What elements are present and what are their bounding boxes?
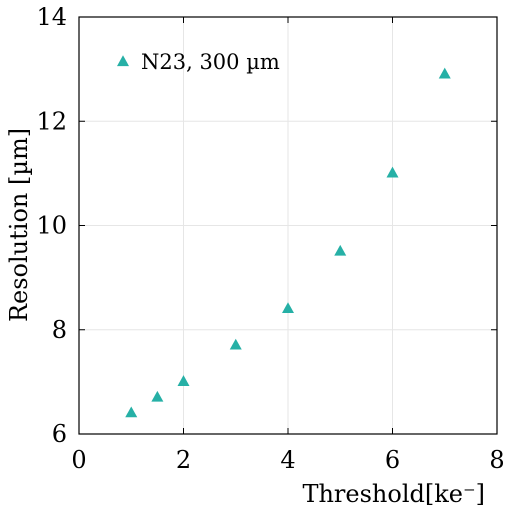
- plot-frame: [78, 16, 498, 435]
- data-point-triangle: [177, 375, 190, 386]
- y-tick-label: 10: [36, 212, 67, 240]
- data-point-triangle: [386, 166, 399, 178]
- legend-label: N23, 300 µm: [141, 50, 280, 74]
- grid-lines: [78, 16, 498, 435]
- legend: N23, 300 µm: [117, 50, 280, 74]
- data-point-triangle: [438, 67, 451, 79]
- x-axis-label: Threshold[ke⁻]: [302, 480, 485, 508]
- x-tick-label: 2: [176, 446, 191, 474]
- y-tick-label: 12: [36, 107, 67, 135]
- data-point-triangle: [151, 390, 164, 402]
- legend-marker-triangle-icon: [117, 55, 129, 67]
- y-axis-label: Resolution [µm]: [5, 128, 33, 322]
- data-point-triangle: [229, 338, 242, 350]
- data-point-triangle: [125, 406, 138, 418]
- data-points: [125, 67, 451, 418]
- data-point-triangle: [334, 244, 347, 256]
- x-tick-labels: 0 2 4 6 8: [71, 446, 504, 474]
- data-point-triangle: [282, 302, 294, 314]
- x-tick-label: 6: [385, 446, 400, 474]
- x-tick-label: 4: [280, 446, 295, 474]
- x-tick-label: 8: [489, 446, 504, 474]
- y-tick-label: 6: [52, 420, 67, 448]
- y-tick-label: 8: [52, 316, 67, 344]
- y-tick-label: 14: [36, 3, 67, 31]
- y-tick-labels: 6 8 10 12 14: [36, 3, 67, 448]
- x-tick-label: 0: [71, 446, 86, 474]
